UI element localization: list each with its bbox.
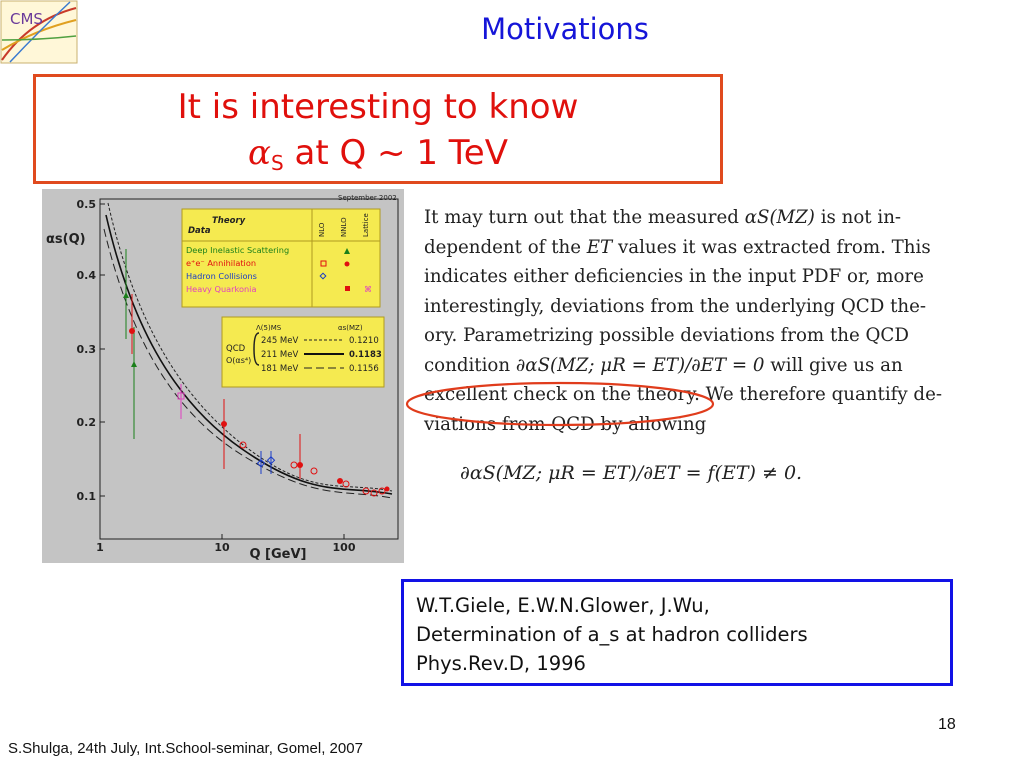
- lambda-head: Λ(5)MS: [256, 324, 282, 332]
- plot-date: September 2002: [338, 194, 397, 202]
- alpha-subscript: S: [271, 151, 284, 175]
- legend-head-data: Data: [188, 226, 211, 236]
- excerpt-line: ory. Parametrizing possible deviations f…: [424, 325, 909, 346]
- svg-text:⌘: ⌘: [364, 285, 372, 294]
- y-tick-label: 0.2: [77, 416, 97, 429]
- x-tick-label: 10: [214, 541, 230, 554]
- order-label: O(αs⁴): [226, 356, 251, 365]
- callout-line-2-text: at Q ~ 1 TeV: [283, 133, 508, 173]
- x-tick-label: 1: [96, 541, 104, 554]
- qcd-row-lambda: 245 MeV: [261, 336, 298, 346]
- cms-logo: CMS: [0, 0, 78, 64]
- reference-authors: W.T.Giele, E.W.N.Glower, J.Wu,: [416, 594, 710, 617]
- qcd-row-alpha: 0.1210: [349, 336, 379, 346]
- slide-title: Motivations: [481, 12, 649, 46]
- excerpt-line: excellent check on the theory. We theref…: [424, 384, 942, 405]
- excerpt-line: dependent of the ET values it was extrac…: [424, 236, 931, 258]
- legend-row-label: Heavy Quarkonia: [186, 284, 256, 294]
- y-tick-label: 0.3: [77, 343, 97, 356]
- excerpt-line: interestingly, deviations from the under…: [424, 295, 927, 317]
- plot-ylabel: αs(Q): [46, 232, 86, 247]
- footer-text: S.Shulga, 24th July, Int.School-seminar,…: [8, 740, 363, 757]
- excerpt-line: It may turn out that the measured αS(MZ)…: [424, 207, 902, 228]
- curve-upper: [107, 202, 393, 492]
- y-tick-label: 0.1: [77, 490, 97, 503]
- excerpt-line: indicates either deficiencies in the inp…: [424, 266, 924, 287]
- qcd-legend: Λ(5)MS αs(MZ) QCD O(αs⁴) 245 MeV 211 MeV…: [221, 316, 385, 388]
- theory-legend: Theory Data NLO NNLO Lattice Deep Inelas…: [181, 208, 381, 308]
- y-tick-label: 0.4: [77, 269, 97, 282]
- paper-excerpt: It may turn out that the measured αS(MZ)…: [424, 203, 974, 439]
- legend-row-label: Hadron Collisions: [186, 271, 257, 281]
- qcd-label: QCD: [226, 344, 246, 354]
- page-number: 18: [938, 716, 956, 733]
- x-tick-label: 100: [333, 541, 356, 554]
- reference-title: Determination of a_s at hadron colliders: [416, 623, 808, 646]
- alpha-symbol: α: [248, 133, 271, 173]
- plot-frame: [99, 198, 399, 540]
- legend-head-theory: Theory: [212, 216, 246, 226]
- reference-journal: Phys.Rev.D, 1996: [416, 652, 586, 675]
- qcd-row-lambda: 181 MeV: [261, 364, 298, 374]
- excerpt-equation: ∂αS(MZ; μR = ET)/∂ET = f(ET) ≠ 0.: [460, 462, 803, 484]
- alpha-s-running-plot: September 2002 0.5 0.4 0.3 0.2 0.1 αs(Q)…: [42, 189, 404, 563]
- callout-line-2: αS at Q ~ 1 TeV: [36, 133, 720, 175]
- legend-col: Lattice: [362, 213, 370, 237]
- curve-lower: [103, 228, 393, 499]
- legend-col: NNLO: [340, 217, 348, 237]
- callout-box: It is interesting to know αS at Q ~ 1 Te…: [33, 74, 723, 184]
- legend-row-label: Deep Inelastic Scattering: [186, 245, 289, 255]
- reference-box: W.T.Giele, E.W.N.Glower, J.Wu, Determina…: [401, 579, 953, 686]
- qcd-row-alpha: 0.1156: [349, 364, 379, 374]
- legend-col: NLO: [318, 222, 326, 237]
- callout-line-1: It is interesting to know: [177, 87, 579, 127]
- qcd-row-alpha: 0.1183: [349, 350, 382, 360]
- legend-row-label: e⁺e⁻ Annihilation: [186, 258, 256, 268]
- y-tick-label: 0.5: [77, 198, 97, 211]
- curve-central: [105, 214, 393, 495]
- excerpt-line: condition ∂αS(MZ; μR = ET)/∂ET = 0 will …: [424, 354, 903, 376]
- alpha-head: αs(MZ): [338, 324, 363, 332]
- plot-xlabel: Q [GeV]: [249, 547, 306, 562]
- logo-text: CMS: [10, 10, 43, 28]
- qcd-row-lambda: 211 MeV: [261, 350, 298, 360]
- highlight-ellipse: [405, 381, 715, 427]
